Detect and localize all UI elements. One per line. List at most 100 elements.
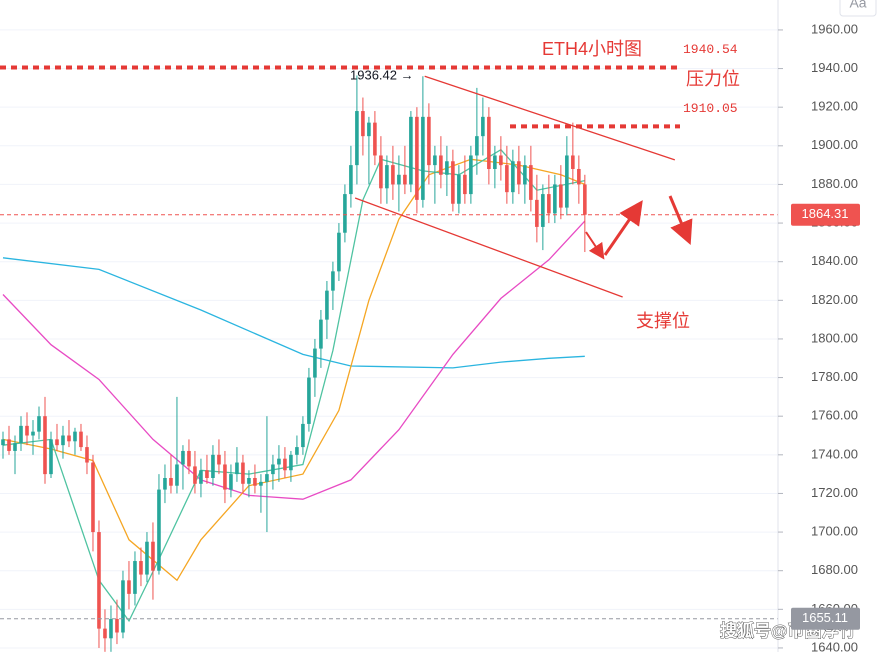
candle-body <box>499 155 503 166</box>
candle-body <box>541 194 545 227</box>
candle-body <box>337 232 341 272</box>
candle-body <box>349 165 353 195</box>
candle-body <box>115 618 119 633</box>
candle-body <box>133 561 137 594</box>
candle-body <box>157 489 161 571</box>
candle-body <box>535 199 539 227</box>
level-label: 1910.05 <box>683 101 738 116</box>
candle-body <box>175 464 179 486</box>
candle-body <box>223 464 227 490</box>
y-tick-label: 1960.00 <box>811 21 858 36</box>
candle-body <box>85 447 89 463</box>
y-tick-label: 1900.00 <box>811 137 858 152</box>
candle-body <box>151 541 155 571</box>
candle-body <box>241 462 245 484</box>
y-tick-label: 1700.00 <box>811 524 858 539</box>
candle-body <box>205 470 209 478</box>
candle-body <box>529 165 533 200</box>
candle-body <box>451 161 455 204</box>
candle-body <box>199 470 203 484</box>
candle-body <box>217 454 221 465</box>
candle-body <box>67 435 71 442</box>
candle-body <box>265 474 269 482</box>
candle-body <box>193 466 197 484</box>
candle-body <box>469 155 473 195</box>
candle-body <box>445 161 449 175</box>
candle-body <box>517 161 521 185</box>
candle-body <box>421 116 425 200</box>
candle-body <box>301 423 305 448</box>
candle-body <box>13 443 17 451</box>
candle-body <box>91 462 95 533</box>
candle-body <box>415 116 419 200</box>
candle-body <box>169 477 173 486</box>
y-tick-label: 1640.00 <box>811 639 858 652</box>
candle-body <box>259 481 263 486</box>
arrow-down <box>668 195 693 246</box>
candle-body <box>271 464 275 475</box>
moving-average <box>2 148 585 623</box>
candle-body <box>385 165 389 189</box>
candle-body <box>37 416 41 432</box>
candle-body <box>403 174 407 185</box>
candle-body <box>523 165 527 185</box>
candle-body <box>181 450 185 465</box>
price-tag-label: 1655.11 <box>802 610 848 625</box>
candle-body <box>439 155 443 175</box>
trendline <box>424 75 676 161</box>
candle-body <box>43 416 47 475</box>
candle-body <box>7 439 11 451</box>
candle-body <box>145 541 149 575</box>
grid <box>0 29 778 649</box>
candle-body <box>547 194 551 214</box>
candle-body <box>49 439 53 475</box>
chart-title: ETH4小时图 <box>542 39 642 59</box>
y-tick-label: 1740.00 <box>811 446 858 461</box>
candle-body <box>283 458 287 471</box>
candle-body <box>163 477 167 490</box>
candle-body <box>505 165 509 193</box>
candle-body <box>103 628 107 639</box>
candle-body <box>289 454 293 471</box>
candle-body <box>427 116 431 166</box>
candle-body <box>79 431 83 448</box>
candle-body <box>457 174 461 204</box>
candle-body <box>139 561 143 575</box>
y-tick-label: 1840.00 <box>811 253 858 268</box>
candle-body <box>19 425 23 444</box>
font-button[interactable] <box>839 0 877 17</box>
candle-body <box>229 474 233 490</box>
candle-body <box>361 111 365 137</box>
candle-body <box>433 155 437 166</box>
support-label: 支撑位 <box>636 311 690 331</box>
high-label: 1936.42 → <box>350 67 414 82</box>
y-tick-label: 1820.00 <box>811 292 858 307</box>
candle-body <box>73 431 77 442</box>
candle-body <box>211 454 215 478</box>
candle-body <box>367 122 371 137</box>
candle-body <box>253 477 257 486</box>
candle-body <box>235 462 239 475</box>
y-tick-label: 1880.00 <box>811 176 858 191</box>
y-tick-label: 1920.00 <box>811 99 858 114</box>
candle-body <box>127 580 131 594</box>
price-tag <box>791 203 860 226</box>
candle-body <box>325 290 329 320</box>
font-button-label[interactable]: Aa <box>849 0 866 11</box>
candle-body <box>493 155 497 169</box>
candle-body <box>373 122 377 156</box>
candle-body <box>559 184 563 208</box>
level-label: 1940.54 <box>683 42 738 57</box>
arrow-small <box>585 231 605 260</box>
candle-body <box>187 450 191 467</box>
candle-body <box>61 435 65 446</box>
candle-body <box>277 458 281 465</box>
candle-body <box>25 425 29 436</box>
candle-body <box>463 174 467 195</box>
candle-body <box>475 136 479 156</box>
price-axis-labels: 1640.001660.001680.001700.001720.001740.… <box>778 21 858 652</box>
candle-body <box>355 111 359 166</box>
candle-body <box>577 168 581 185</box>
